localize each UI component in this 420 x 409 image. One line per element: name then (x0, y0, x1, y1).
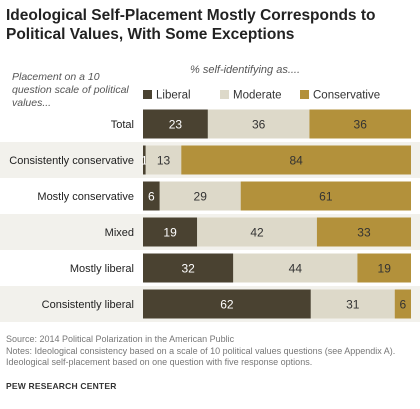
category-label: Mostly conservative (37, 191, 134, 203)
category-label: Total (111, 119, 134, 131)
value-label: 6 (148, 190, 155, 204)
bar-liberal-consistently-conservative (143, 145, 146, 175)
bar-liberal-mostly-conservative (143, 181, 160, 211)
bar-moderate-consistently-liberal (310, 289, 395, 319)
bar-liberal-consistently-liberal (143, 289, 311, 319)
bar-liberal-mixed (143, 217, 198, 247)
value-label: 13 (157, 154, 171, 168)
column-note: % self-identifying as.... (190, 64, 301, 76)
source-text: Source: 2014 Political Polarization in t… (6, 334, 235, 344)
value-label: 32 (181, 262, 195, 276)
chart-title: Ideological Self-Placement Mostly Corres… (6, 7, 376, 43)
value-label: 61 (319, 190, 333, 204)
category-label: Consistently conservative (9, 155, 134, 167)
value-label: 36 (354, 118, 368, 132)
legend-label-moderate: Moderate (233, 90, 282, 102)
value-label: 33 (357, 226, 371, 240)
bar-moderate-mixed (197, 217, 317, 247)
legend-label-liberal: Liberal (156, 90, 191, 102)
value-label: 44 (289, 262, 303, 276)
bar-liberal-total (143, 109, 208, 139)
bar-conservative-consistently-conservative (181, 145, 411, 175)
legend-label-conservative: Conservative (313, 90, 380, 102)
category-label: Mostly liberal (70, 263, 134, 275)
value-label: 31 (346, 298, 360, 312)
legend-swatch-moderate (220, 90, 229, 99)
bar-moderate-mostly-liberal (233, 253, 358, 283)
value-label: 23 (169, 118, 183, 132)
footer-credit: PEW RESEARCH CENTER (6, 381, 117, 391)
value-label: 84 (289, 154, 303, 168)
bar-moderate-consistently-conservative (145, 145, 182, 175)
value-label: 29 (194, 190, 208, 204)
row-axis-note: Placement on a 10 question scale of poli… (12, 71, 129, 109)
category-label: Mixed (105, 227, 134, 239)
value-label: 36 (252, 118, 266, 132)
value-label: 62 (220, 298, 234, 312)
bar-conservative-mostly-conservative (240, 181, 411, 211)
bar-conservative-total (309, 109, 411, 139)
value-label: 19 (378, 262, 392, 276)
notes-text: Notes: Ideological consistency based on … (6, 345, 396, 368)
bar-conservative-mixed (316, 217, 411, 247)
bar-moderate-total (207, 109, 310, 139)
legend-swatch-conservative (300, 90, 309, 99)
legend-swatch-liberal (143, 90, 152, 99)
value-label: 1 (141, 154, 148, 168)
source-notes: Source: 2014 Political Polarization in t… (6, 334, 418, 369)
value-label: 19 (163, 226, 177, 240)
value-label: 6 (400, 298, 407, 312)
category-label: Consistently liberal (42, 299, 134, 311)
bar-moderate-mostly-conservative (159, 181, 241, 211)
bar-liberal-mostly-liberal (143, 253, 234, 283)
bar-conservative-consistently-liberal (394, 289, 411, 319)
bar-conservative-mostly-liberal (357, 253, 411, 283)
value-label: 42 (250, 226, 264, 240)
